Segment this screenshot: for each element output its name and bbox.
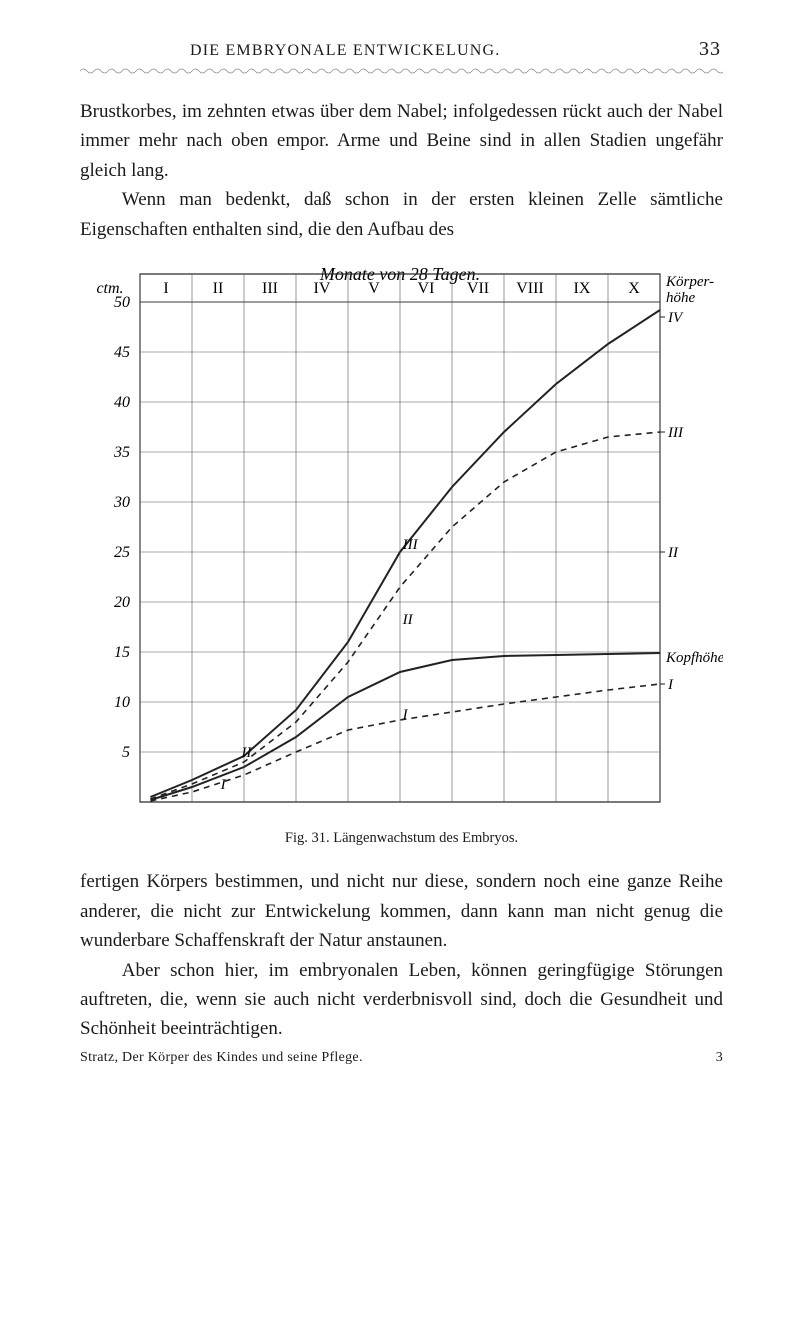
svg-text:10: 10 — [114, 694, 130, 711]
svg-text:IV: IV — [667, 310, 684, 326]
svg-text:I: I — [402, 707, 409, 723]
svg-text:ctm.: ctm. — [96, 280, 123, 297]
paragraph-4: Aber schon hier, im embryonalen Leben, k… — [80, 956, 723, 1044]
svg-text:III: III — [262, 280, 278, 297]
footer-citation: Stratz, Der Körper des Kindes und seine … — [80, 1050, 363, 1066]
svg-text:II: II — [402, 612, 414, 628]
svg-text:II: II — [240, 745, 252, 761]
signature-number: 3 — [716, 1050, 723, 1066]
svg-text:20: 20 — [114, 594, 130, 611]
svg-text:40: 40 — [114, 394, 130, 411]
svg-text:I: I — [220, 777, 227, 793]
paragraph-2: Wenn man bedenkt, daß schon in der erste… — [80, 185, 723, 244]
svg-text:VIII: VIII — [516, 280, 544, 297]
growth-chart: Monate von 28 Tagen.IIIIIIIVVVIVIIVIIIIX… — [80, 262, 723, 822]
running-title: DIE EMBRYONALE ENTWICKELUNG. — [190, 42, 500, 60]
svg-text:45: 45 — [114, 344, 130, 361]
page-number: 33 — [699, 38, 721, 61]
svg-text:III: III — [402, 537, 419, 553]
svg-text:höhe: höhe — [666, 290, 696, 306]
svg-text:X: X — [628, 280, 640, 297]
svg-text:II: II — [667, 545, 679, 561]
svg-text:VI: VI — [418, 280, 435, 297]
svg-text:VII: VII — [467, 280, 489, 297]
svg-text:I: I — [667, 677, 674, 693]
svg-text:25: 25 — [114, 544, 130, 561]
svg-text:Kopfhöhe: Kopfhöhe — [665, 650, 723, 666]
svg-text:35: 35 — [113, 444, 130, 461]
svg-text:V: V — [368, 280, 380, 297]
svg-text:IV: IV — [314, 280, 331, 297]
svg-text:Körper-: Körper- — [665, 274, 714, 290]
svg-text:15: 15 — [114, 644, 130, 661]
svg-text:II: II — [213, 280, 224, 297]
svg-text:IX: IX — [574, 280, 591, 297]
svg-text:I: I — [163, 280, 168, 297]
paragraph-1: Brustkorbes, im zehnten etwas über dem N… — [80, 97, 723, 185]
figure-caption: Fig. 31. Längenwachstum des Embryos. — [80, 830, 723, 847]
svg-text:5: 5 — [122, 744, 130, 761]
svg-text:30: 30 — [113, 494, 130, 511]
paragraph-3: fertigen Körpers bestimmen, und nicht nu… — [80, 867, 723, 955]
svg-text:III: III — [667, 425, 684, 441]
header-rule — [80, 67, 723, 75]
